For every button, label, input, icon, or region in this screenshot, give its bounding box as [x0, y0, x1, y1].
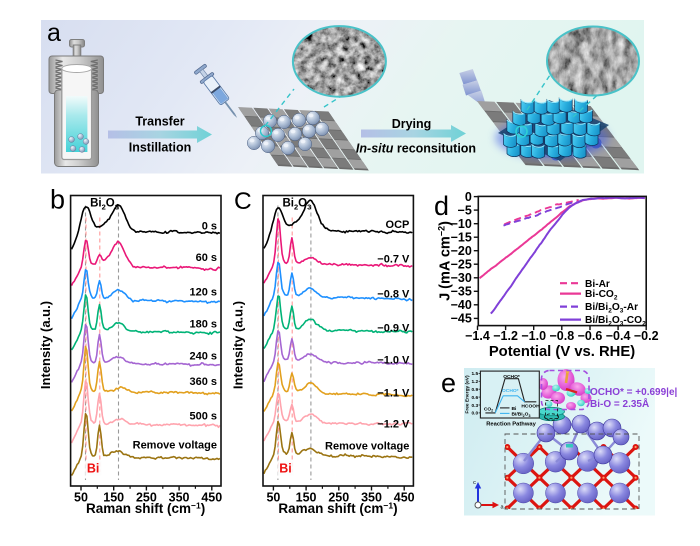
- svg-text:180 s: 180 s: [189, 319, 217, 331]
- svg-text:OCHO* = +0.699|e|: OCHO* = +0.699|e|: [590, 387, 678, 398]
- svg-text:Bi-Ar: Bi-Ar: [585, 279, 610, 290]
- svg-text:−1.1 V: −1.1 V: [377, 387, 410, 399]
- svg-text:Potential (V vs. RHE): Potential (V vs. RHE): [489, 344, 635, 360]
- svg-text:d: d: [434, 191, 449, 221]
- svg-text:150: 150: [103, 491, 124, 505]
- svg-text:Remove voltage: Remove voltage: [325, 441, 409, 453]
- svg-text:−0.2: −0.2: [634, 329, 659, 343]
- svg-text:Intensity (a.u.): Intensity (a.u.): [231, 301, 246, 389]
- svg-text:500 s: 500 s: [189, 410, 217, 422]
- svg-text:−0.6: −0.6: [578, 329, 603, 343]
- svg-text:−10: −10: [451, 217, 472, 231]
- svg-text:50: 50: [266, 491, 280, 505]
- svg-text:Intensity (a.u.): Intensity (a.u.): [38, 301, 53, 389]
- svg-text:Transfer: Transfer: [135, 115, 184, 129]
- svg-text:−5: −5: [458, 203, 472, 217]
- svg-text:−20: −20: [451, 244, 472, 258]
- svg-text:Raman shift (cm−1): Raman shift (cm−1): [86, 501, 205, 517]
- svg-text:OCHO*: OCHO*: [502, 388, 519, 394]
- svg-text:150: 150: [296, 491, 317, 505]
- svg-text:−45: −45: [451, 312, 472, 326]
- svg-text:0.9: 0.9: [472, 387, 479, 393]
- svg-text:Bi: Bi: [279, 462, 292, 476]
- svg-text:In-situ reconsitution: In-situ reconsitution: [356, 142, 476, 156]
- svg-text:1.2: 1.2: [472, 379, 479, 385]
- svg-text:350: 350: [361, 491, 382, 505]
- svg-text:−1.2 V: −1.2 V: [377, 419, 410, 431]
- svg-text:−0.8 V: −0.8 V: [377, 288, 410, 300]
- svg-text:0.3: 0.3: [472, 403, 479, 409]
- svg-text:b: b: [50, 185, 65, 215]
- svg-text:Instillation: Instillation: [129, 141, 192, 155]
- svg-text:0: 0: [465, 190, 472, 204]
- svg-text:e: e: [441, 368, 456, 398]
- svg-text:240 s: 240 s: [189, 350, 217, 362]
- svg-text:−15: −15: [451, 230, 472, 244]
- svg-text:450: 450: [394, 491, 415, 505]
- svg-text:−35: −35: [451, 285, 472, 299]
- svg-text:0 s: 0 s: [202, 221, 217, 233]
- svg-text:−30: −30: [451, 271, 472, 285]
- svg-text:a: a: [47, 19, 61, 47]
- svg-text:Raman shift (cm−1): Raman shift (cm−1): [278, 501, 397, 517]
- svg-text:−1.0 V: −1.0 V: [377, 354, 410, 366]
- svg-text:Free Energy (eV): Free Energy (eV): [465, 375, 471, 414]
- svg-text:−40: −40: [451, 298, 472, 312]
- svg-text:1.5: 1.5: [472, 371, 479, 377]
- svg-text:Bi2O3: Bi2O3: [283, 198, 312, 212]
- svg-text:250: 250: [328, 491, 349, 505]
- svg-text:OCHO*: OCHO*: [503, 374, 520, 380]
- svg-text:−25: −25: [451, 258, 472, 272]
- svg-text:−1.4: −1.4: [465, 329, 490, 343]
- svg-text:−0.4: −0.4: [606, 329, 631, 343]
- svg-text:−0.7 V: −0.7 V: [377, 254, 410, 266]
- svg-text:0.6: 0.6: [472, 395, 479, 401]
- svg-text:OCP: OCP: [386, 219, 410, 231]
- svg-text:Bi-O = 2.35Å: Bi-O = 2.35Å: [590, 397, 649, 410]
- svg-text:Bi/Bi2O3-CO2: Bi/Bi2O3-CO2: [585, 315, 646, 328]
- svg-text:0.0: 0.0: [472, 411, 479, 417]
- svg-text:Remove voltage: Remove voltage: [133, 439, 217, 451]
- svg-text:Bi: Bi: [512, 406, 518, 412]
- svg-text:Bi-CO2: Bi-CO2: [585, 289, 618, 302]
- svg-text:Bi/Bi2O3-Ar: Bi/Bi2O3-Ar: [585, 302, 638, 315]
- svg-text:360 s: 360 s: [189, 376, 217, 388]
- svg-text:450: 450: [201, 491, 222, 505]
- svg-text:J (mA cm−2): J (mA cm−2): [437, 221, 454, 301]
- svg-text:350: 350: [169, 491, 190, 505]
- svg-text:−0.9 V: −0.9 V: [377, 322, 410, 334]
- svg-text:Bi/Bi2O3: Bi/Bi2O3: [512, 412, 531, 418]
- svg-text:120 s: 120 s: [189, 287, 217, 299]
- svg-text:c: c: [473, 480, 476, 486]
- svg-text:CO2: CO2: [484, 406, 493, 412]
- svg-text:Reaction Pathway: Reaction Pathway: [486, 421, 536, 427]
- svg-text:HCOOH: HCOOH: [521, 404, 540, 410]
- svg-text:a: a: [500, 505, 504, 511]
- svg-text:Drying: Drying: [392, 117, 432, 131]
- svg-text:−0.8: −0.8: [549, 329, 574, 343]
- svg-text:Bi: Bi: [87, 462, 100, 476]
- svg-text:250: 250: [136, 491, 157, 505]
- svg-text:50: 50: [74, 491, 88, 505]
- svg-text:−1.2: −1.2: [493, 329, 518, 343]
- svg-text:Bi2O3: Bi2O3: [90, 198, 119, 212]
- svg-text:C: C: [234, 188, 252, 215]
- svg-text:60 s: 60 s: [196, 252, 217, 264]
- svg-text:−1.0: −1.0: [521, 329, 546, 343]
